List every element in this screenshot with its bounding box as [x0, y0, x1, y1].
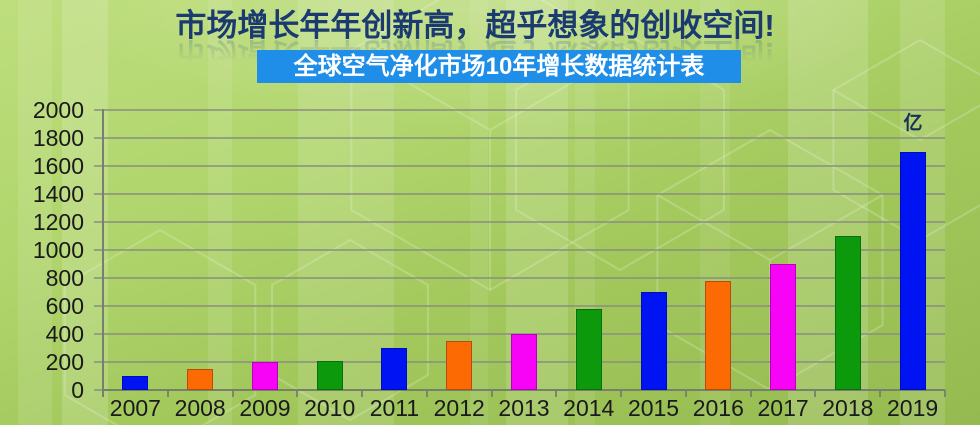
background-stripe	[470, 0, 488, 425]
background-stripe	[18, 0, 52, 425]
bar-2016	[705, 280, 732, 390]
y-axis-label: 0	[71, 377, 84, 403]
x-axis-label: 2012	[433, 395, 485, 421]
x-axis-label: 2011	[369, 395, 420, 421]
x-axis-label: 2009	[239, 395, 291, 421]
x-axis-tick	[231, 390, 234, 397]
y-axis-label: 1400	[32, 181, 84, 207]
bar-2012	[446, 341, 473, 390]
y-axis-label: 200	[45, 349, 84, 375]
gridline	[94, 249, 945, 251]
bar-2011	[381, 348, 408, 390]
x-axis-tick	[879, 390, 882, 397]
bar-2017	[770, 264, 797, 390]
bar-2018	[834, 236, 861, 390]
x-axis-tick	[555, 390, 558, 397]
x-axis-tick	[684, 390, 687, 397]
x-axis-tick	[490, 390, 493, 397]
x-axis-tick	[944, 390, 946, 397]
background-stripe	[62, 0, 108, 425]
gridline	[94, 165, 945, 167]
x-axis-label: 2007	[109, 395, 161, 421]
bar-2008	[187, 369, 214, 390]
y-axis-label: 1800	[32, 125, 84, 151]
x-axis-label: 2016	[692, 395, 744, 421]
gridline	[94, 109, 945, 111]
y-axis-label: 1000	[32, 237, 84, 263]
x-axis-label: 2018	[822, 395, 874, 421]
x-axis-label: 2013	[498, 395, 550, 421]
bar-2010	[316, 360, 343, 390]
bar-2007	[122, 376, 149, 390]
x-axis-tick	[296, 390, 299, 397]
y-axis-label: 400	[45, 321, 84, 347]
x-axis-tick	[166, 390, 169, 397]
x-axis-label: 2015	[627, 395, 680, 421]
y-axis	[102, 109, 104, 397]
bar-2013	[511, 334, 537, 390]
y-axis-label: 2000	[32, 97, 84, 123]
x-axis-label: 2008	[174, 395, 226, 421]
gridline	[94, 305, 945, 307]
bar-2019	[899, 152, 926, 390]
y-axis-label: 1600	[32, 153, 84, 179]
bar-2015	[640, 292, 667, 390]
x-axis-label: 2019	[887, 395, 939, 421]
x-axis	[103, 389, 945, 391]
y-axis-label: 600	[45, 293, 84, 319]
bar-2009	[251, 362, 278, 390]
x-axis-tick	[620, 390, 623, 397]
x-axis-tick	[361, 390, 364, 397]
chart-title-banner: 全球空气净化市场10年增长数据统计表	[257, 50, 741, 83]
y-axis-label: 800	[45, 265, 84, 291]
gridline	[94, 277, 945, 279]
x-axis-tick	[102, 390, 104, 397]
x-axis-tick	[749, 390, 752, 397]
x-axis-label: 2017	[757, 395, 809, 421]
x-axis-label: 2010	[304, 395, 356, 421]
background-stripe	[208, 0, 232, 425]
gridline	[94, 221, 945, 223]
page-title: 市场增长年年创新高，超乎想象的创收空间!	[175, 8, 775, 43]
x-axis-tick	[814, 390, 817, 397]
gridline	[94, 137, 945, 139]
unit-label: 亿	[903, 113, 923, 134]
y-axis-label: 1200	[32, 209, 84, 235]
gridline	[94, 193, 945, 195]
x-axis-label: 2014	[563, 395, 615, 421]
x-axis-tick	[425, 390, 428, 397]
bar-2014	[575, 308, 602, 390]
